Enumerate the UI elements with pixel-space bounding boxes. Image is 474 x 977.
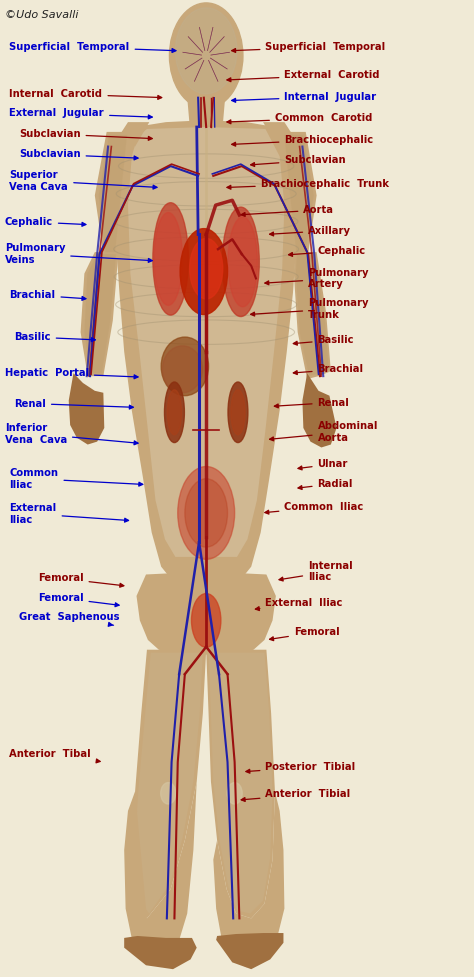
Polygon shape <box>99 135 127 252</box>
Text: Axillary: Axillary <box>270 226 351 235</box>
Text: Subclavian: Subclavian <box>19 149 138 160</box>
Ellipse shape <box>154 212 182 305</box>
Polygon shape <box>134 653 203 913</box>
Text: Subclavian: Subclavian <box>251 155 346 166</box>
Polygon shape <box>124 782 197 967</box>
Text: Femoral: Femoral <box>38 573 124 587</box>
Text: Pulmonary
Veins: Pulmonary Veins <box>5 243 152 265</box>
Text: Internal
Iliac: Internal Iliac <box>279 561 353 582</box>
Polygon shape <box>216 933 283 969</box>
Text: Pulmonary
Trunk: Pulmonary Trunk <box>251 298 369 319</box>
Ellipse shape <box>162 346 203 393</box>
Text: Hepatic  Portal: Hepatic Portal <box>5 368 138 379</box>
Ellipse shape <box>169 3 243 108</box>
Polygon shape <box>130 650 206 918</box>
Text: Renal: Renal <box>14 399 133 409</box>
Text: ©Udo Savalli: ©Udo Savalli <box>5 10 78 20</box>
Text: Anterior  Tibal: Anterior Tibal <box>9 749 100 763</box>
Polygon shape <box>263 122 294 147</box>
Ellipse shape <box>228 217 257 307</box>
Ellipse shape <box>161 337 209 396</box>
Ellipse shape <box>175 8 237 94</box>
Polygon shape <box>302 373 337 447</box>
Polygon shape <box>69 373 104 445</box>
Ellipse shape <box>178 467 235 559</box>
Polygon shape <box>137 572 276 655</box>
Ellipse shape <box>164 382 184 443</box>
Ellipse shape <box>185 479 228 547</box>
Polygon shape <box>206 650 275 918</box>
Text: Common
Iliac: Common Iliac <box>9 468 143 489</box>
Text: Cephalic: Cephalic <box>5 217 86 227</box>
Polygon shape <box>282 132 317 254</box>
Text: Abdominal
Aorta: Abdominal Aorta <box>270 421 378 443</box>
Ellipse shape <box>191 593 221 647</box>
Text: Basilic: Basilic <box>293 335 354 345</box>
Polygon shape <box>284 135 314 252</box>
Polygon shape <box>124 936 197 969</box>
Polygon shape <box>187 98 225 125</box>
Polygon shape <box>95 132 130 254</box>
Text: Brachiocephalic  Trunk: Brachiocephalic Trunk <box>227 179 389 190</box>
Text: Basilic: Basilic <box>14 332 95 342</box>
Text: Superficial  Temporal: Superficial Temporal <box>9 42 176 53</box>
Text: Brachial: Brachial <box>9 290 86 300</box>
Polygon shape <box>128 127 284 557</box>
Text: Anterior  Tibial: Anterior Tibial <box>241 789 351 801</box>
Ellipse shape <box>228 382 248 443</box>
Ellipse shape <box>222 207 259 317</box>
Polygon shape <box>213 791 284 967</box>
Text: Aorta: Aorta <box>241 205 334 216</box>
Text: Ulnar: Ulnar <box>298 459 348 470</box>
Text: Common  Carotid: Common Carotid <box>227 113 372 124</box>
Ellipse shape <box>227 783 242 804</box>
Text: Femoral: Femoral <box>38 593 119 607</box>
Ellipse shape <box>190 238 223 299</box>
Text: Inferior
Vena  Cava: Inferior Vena Cava <box>5 423 138 445</box>
Text: External  Iliac: External Iliac <box>255 598 343 611</box>
Text: Pulmonary
Artery: Pulmonary Artery <box>265 268 369 289</box>
Polygon shape <box>294 252 331 379</box>
Ellipse shape <box>180 229 228 315</box>
Text: Common  Iliac: Common Iliac <box>265 502 364 514</box>
Text: External
Iliac: External Iliac <box>9 503 128 525</box>
Text: Brachial: Brachial <box>293 364 364 374</box>
Polygon shape <box>296 254 329 376</box>
Text: Femoral: Femoral <box>270 627 339 641</box>
Ellipse shape <box>231 390 245 435</box>
Polygon shape <box>116 120 296 578</box>
Ellipse shape <box>161 783 176 804</box>
Ellipse shape <box>167 390 182 435</box>
Text: Internal  Jugular: Internal Jugular <box>232 92 376 103</box>
Text: Brachiocephalic: Brachiocephalic <box>232 135 374 147</box>
Text: Superficial  Temporal: Superficial Temporal <box>232 42 385 53</box>
Text: Renal: Renal <box>274 398 349 407</box>
Text: Great  Saphenous: Great Saphenous <box>19 613 119 626</box>
Text: Radial: Radial <box>298 479 353 489</box>
Polygon shape <box>118 122 149 147</box>
Text: External  Carotid: External Carotid <box>227 70 380 82</box>
Text: Internal  Carotid: Internal Carotid <box>9 89 162 100</box>
Polygon shape <box>84 254 116 373</box>
Text: External  Jugular: External Jugular <box>9 108 152 119</box>
Text: Subclavian: Subclavian <box>19 129 152 141</box>
Text: Superior
Vena Cava: Superior Vena Cava <box>9 170 157 191</box>
Text: Posterior  Tibial: Posterior Tibial <box>246 762 356 773</box>
Ellipse shape <box>153 202 188 315</box>
Polygon shape <box>209 653 273 913</box>
Text: Cephalic: Cephalic <box>289 246 366 256</box>
Polygon shape <box>81 252 118 376</box>
